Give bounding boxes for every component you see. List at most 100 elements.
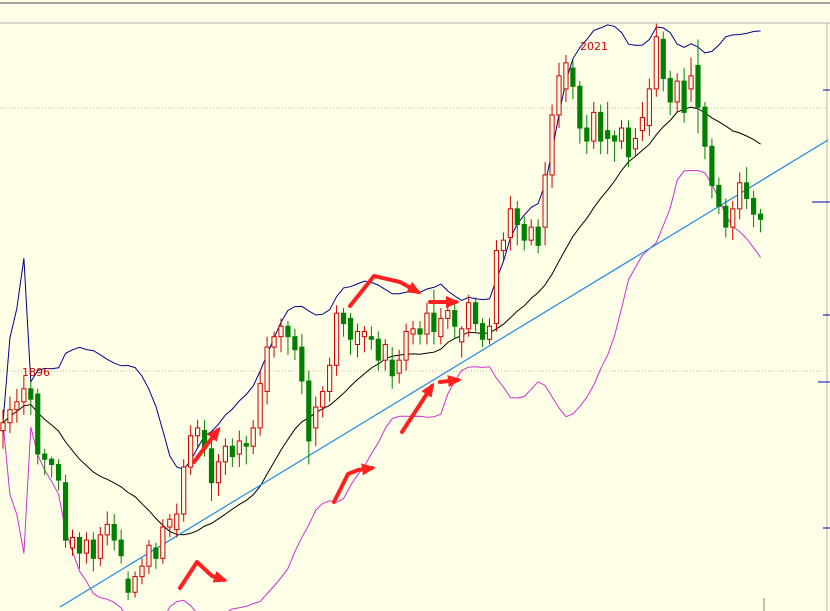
candle-body	[521, 224, 527, 241]
bollinger-bands	[2, 24, 762, 611]
candle	[521, 216, 527, 251]
candle	[674, 73, 680, 113]
candle-body	[612, 135, 618, 142]
candle	[514, 201, 520, 246]
candle-body	[625, 127, 632, 158]
candle	[97, 527, 103, 567]
candle-body	[688, 75, 694, 90]
candle-body	[584, 127, 590, 142]
candle-body	[382, 343, 388, 361]
candle	[347, 313, 354, 355]
candle-body	[42, 453, 48, 460]
candlestick-series	[0, 23, 764, 601]
candle-body	[111, 523, 117, 541]
candle-body	[347, 317, 354, 340]
candle	[389, 347, 395, 389]
candle-body	[486, 325, 493, 340]
candle-body	[181, 466, 187, 515]
candle	[195, 420, 201, 449]
candle	[76, 532, 83, 569]
candle	[563, 55, 569, 102]
candle	[528, 219, 534, 246]
candle	[243, 435, 249, 465]
candle-body	[500, 239, 506, 252]
candle-body	[243, 443, 249, 447]
candle	[49, 456, 55, 478]
candle	[493, 240, 500, 332]
candle-body	[549, 114, 555, 176]
candle-body	[424, 312, 430, 335]
candle	[250, 420, 256, 455]
candle-body	[695, 64, 701, 108]
candle-body	[327, 364, 333, 392]
candle-body	[167, 518, 173, 528]
candle-body	[751, 197, 757, 215]
candle-body	[507, 208, 513, 239]
candle-body	[493, 250, 500, 325]
candle-body	[452, 310, 458, 327]
candle-body	[598, 111, 604, 142]
candle	[375, 331, 381, 371]
candle	[111, 514, 117, 551]
candle-body	[306, 380, 312, 442]
candle	[396, 349, 402, 384]
candle-body	[292, 336, 298, 351]
candle-body	[49, 458, 55, 465]
candle-body	[334, 312, 340, 366]
candle	[382, 339, 388, 371]
candle	[632, 128, 639, 157]
candle-body	[403, 330, 409, 361]
candle	[208, 430, 215, 501]
candle-body	[14, 401, 20, 411]
candle	[438, 307, 444, 345]
candle	[737, 172, 743, 220]
candle-body	[76, 536, 83, 554]
candle	[90, 532, 96, 572]
candle	[146, 540, 152, 574]
candle-body	[69, 536, 76, 549]
candle	[229, 438, 235, 468]
high-price-label: 2021	[580, 40, 608, 53]
candle	[486, 318, 493, 345]
candle	[410, 321, 416, 345]
candle	[83, 532, 90, 564]
upper-band-line	[2, 24, 761, 470]
candle-body	[35, 393, 41, 455]
candle-body	[674, 80, 680, 103]
candle-body	[535, 226, 541, 246]
candle-body	[542, 174, 548, 228]
candle-body	[646, 88, 652, 126]
candle-body	[160, 526, 166, 559]
candle	[104, 511, 110, 546]
candle	[236, 430, 242, 468]
candle	[431, 289, 437, 345]
candle-body	[222, 445, 229, 463]
candle-body	[723, 205, 729, 228]
candle	[709, 138, 715, 199]
candle-body	[667, 77, 673, 103]
candle-body	[104, 523, 110, 536]
low-price-label: 1896	[22, 366, 50, 379]
candle	[417, 321, 423, 345]
trend-arrows	[178, 274, 462, 590]
candle	[584, 114, 590, 155]
candle	[320, 386, 326, 418]
candle-body	[528, 226, 534, 241]
candle	[69, 529, 76, 556]
candle	[306, 370, 312, 465]
candle-body	[681, 80, 687, 113]
candle	[21, 375, 27, 415]
candle	[14, 388, 20, 423]
candle	[327, 357, 333, 402]
candle-body	[660, 38, 666, 79]
candle	[479, 318, 486, 348]
candle-body	[21, 388, 27, 403]
candle	[118, 529, 124, 564]
candle-body	[271, 336, 277, 348]
candle-body	[139, 565, 145, 578]
candle	[222, 438, 229, 475]
candle-body	[563, 62, 569, 90]
